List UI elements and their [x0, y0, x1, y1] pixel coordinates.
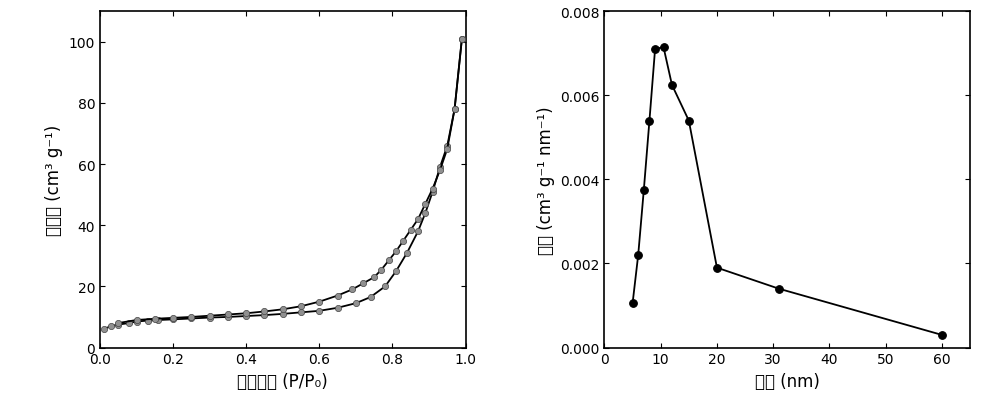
- Y-axis label: 孔容 (cm³ g⁻¹ nm⁻¹): 孔容 (cm³ g⁻¹ nm⁻¹): [537, 106, 555, 254]
- Y-axis label: 吸附量 (cm³ g⁻¹): 吸附量 (cm³ g⁻¹): [45, 124, 63, 236]
- X-axis label: 相对压力 (P/P₀): 相对压力 (P/P₀): [237, 372, 328, 390]
- X-axis label: 孔径 (nm): 孔径 (nm): [755, 372, 820, 390]
